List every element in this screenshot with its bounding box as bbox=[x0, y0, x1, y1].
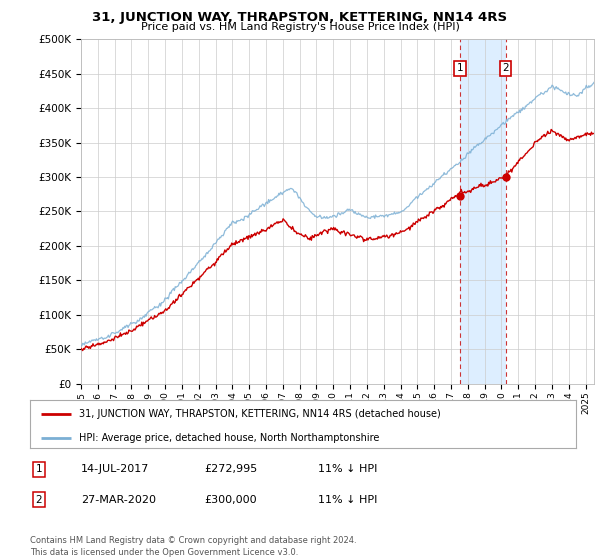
Text: 31, JUNCTION WAY, THRAPSTON, KETTERING, NN14 4RS: 31, JUNCTION WAY, THRAPSTON, KETTERING, … bbox=[92, 11, 508, 24]
Text: £300,000: £300,000 bbox=[204, 494, 257, 505]
Text: 2: 2 bbox=[502, 63, 509, 73]
Text: 1: 1 bbox=[35, 464, 43, 474]
Text: 31, JUNCTION WAY, THRAPSTON, KETTERING, NN14 4RS (detached house): 31, JUNCTION WAY, THRAPSTON, KETTERING, … bbox=[79, 409, 441, 419]
Text: £272,995: £272,995 bbox=[204, 464, 257, 474]
Text: 27-MAR-2020: 27-MAR-2020 bbox=[81, 494, 156, 505]
Text: Price paid vs. HM Land Registry's House Price Index (HPI): Price paid vs. HM Land Registry's House … bbox=[140, 22, 460, 32]
Text: 14-JUL-2017: 14-JUL-2017 bbox=[81, 464, 149, 474]
Text: 11% ↓ HPI: 11% ↓ HPI bbox=[318, 464, 377, 474]
Text: 11% ↓ HPI: 11% ↓ HPI bbox=[318, 494, 377, 505]
Bar bbox=[460, 39, 506, 384]
Text: HPI: Average price, detached house, North Northamptonshire: HPI: Average price, detached house, Nort… bbox=[79, 432, 380, 442]
Text: 2: 2 bbox=[35, 494, 43, 505]
Text: Contains HM Land Registry data © Crown copyright and database right 2024.
This d: Contains HM Land Registry data © Crown c… bbox=[30, 536, 356, 557]
Text: 1: 1 bbox=[457, 63, 463, 73]
